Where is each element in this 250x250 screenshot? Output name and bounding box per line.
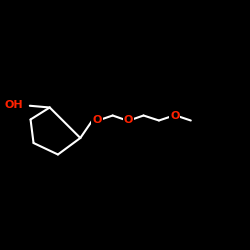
Text: O: O xyxy=(170,111,179,121)
Text: O: O xyxy=(92,115,102,125)
Text: O: O xyxy=(124,115,133,125)
Text: OH: OH xyxy=(5,100,24,110)
